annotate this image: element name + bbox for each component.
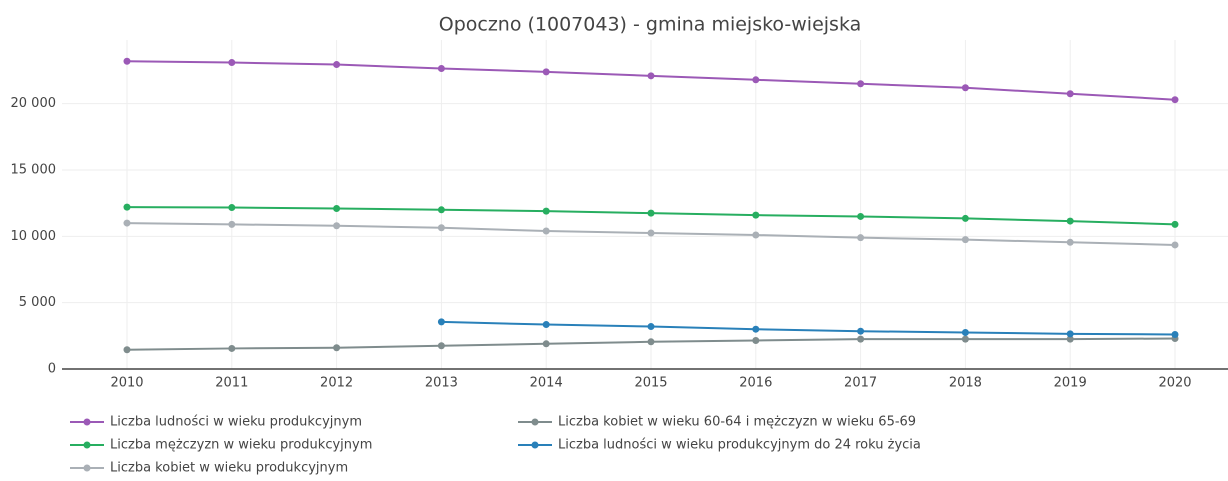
legend-point — [531, 441, 539, 449]
x-tick-label: 2017 — [844, 376, 877, 391]
legend-point — [531, 418, 539, 426]
point — [1066, 217, 1074, 225]
point — [857, 234, 865, 242]
point — [123, 219, 131, 227]
y-tick-label: 5 000 — [19, 295, 56, 310]
point — [1171, 96, 1179, 104]
point — [961, 329, 969, 337]
point — [437, 318, 445, 326]
point — [542, 227, 550, 235]
x-tick-label: 2014 — [530, 376, 563, 391]
point — [961, 335, 969, 343]
legend-point — [83, 441, 91, 449]
point — [857, 212, 865, 220]
point — [647, 338, 655, 346]
point — [647, 229, 655, 237]
x-tick-label: 2012 — [320, 376, 353, 391]
chart-title: Opoczno (1007043) - gmina miejsko-wiejsk… — [439, 14, 862, 36]
series-line — [441, 320, 1176, 336]
point — [333, 344, 341, 352]
point — [228, 344, 236, 352]
point — [1171, 241, 1179, 249]
point — [437, 206, 445, 214]
y-tick-label: 20 000 — [11, 96, 57, 111]
point — [1066, 330, 1074, 338]
point — [857, 335, 865, 343]
point — [752, 76, 760, 84]
point — [437, 224, 445, 232]
legend-label: Liczba mężczyzn w wieku produkcyjnym — [110, 438, 372, 453]
point — [752, 231, 760, 239]
x-tick-label: 2013 — [425, 376, 458, 391]
x-tick-label: 2011 — [215, 376, 248, 391]
point — [647, 209, 655, 217]
point — [961, 214, 969, 222]
point — [437, 342, 445, 350]
point — [752, 336, 760, 344]
point — [333, 61, 341, 69]
point — [647, 323, 655, 331]
point — [542, 340, 550, 348]
point — [1171, 331, 1179, 339]
y-tick-label: 0 — [48, 362, 56, 377]
point — [123, 203, 131, 211]
point — [123, 57, 131, 65]
legend-point — [83, 464, 91, 472]
y-tick-label: 10 000 — [11, 229, 57, 244]
point — [647, 72, 655, 80]
point — [961, 236, 969, 244]
point — [228, 204, 236, 212]
point — [1066, 90, 1074, 98]
point — [437, 65, 445, 73]
x-tick-label: 2020 — [1158, 376, 1191, 391]
point — [857, 80, 865, 88]
point — [228, 59, 236, 67]
x-tick-label: 2019 — [1054, 376, 1087, 391]
legend-label: Liczba ludności w wieku produkcyjnym do … — [558, 438, 921, 453]
legend-label: Liczba ludności w wieku produkcyjnym — [110, 415, 362, 430]
point — [752, 325, 760, 333]
x-tick-label: 2016 — [739, 376, 772, 391]
point — [542, 207, 550, 215]
legend-point — [83, 418, 91, 426]
x-tick-label: 2015 — [634, 376, 667, 391]
point — [542, 68, 550, 76]
point — [857, 327, 865, 335]
legend-label: Liczba kobiet w wieku produkcyjnym — [110, 461, 348, 476]
point — [228, 220, 236, 228]
point — [542, 321, 550, 329]
point — [123, 346, 131, 354]
point — [1066, 335, 1074, 343]
point — [1066, 238, 1074, 246]
legend-label: Liczba kobiet w wieku 60-64 i mężczyzn w… — [558, 415, 916, 430]
x-tick-label: 2010 — [110, 376, 143, 391]
x-tick-label: 2018 — [949, 376, 982, 391]
point — [333, 222, 341, 230]
point — [961, 84, 969, 92]
y-tick-label: 15 000 — [11, 163, 57, 178]
point — [1171, 220, 1179, 228]
point — [333, 204, 341, 212]
point — [752, 211, 760, 219]
